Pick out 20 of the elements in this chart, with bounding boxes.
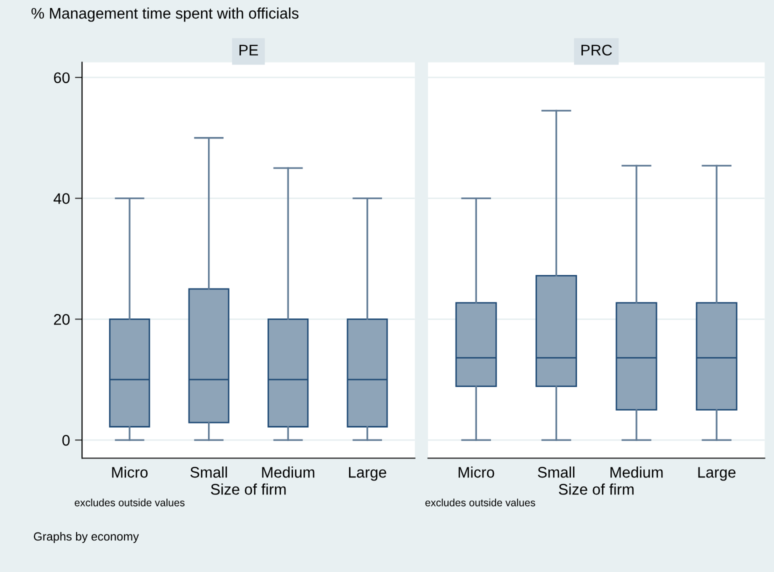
y-tick-label: 60 bbox=[54, 72, 70, 84]
chart-title: PRC bbox=[581, 44, 612, 56]
x-tick-label: Large bbox=[698, 467, 736, 481]
x-tick-label: Micro bbox=[112, 466, 148, 478]
y-tick-label: 40 bbox=[54, 193, 70, 204]
y-tick-label: 20 bbox=[54, 314, 70, 325]
y-axis-title: % Management time spent with officials bbox=[32, 7, 298, 22]
x-tick-label: Large bbox=[349, 467, 386, 481]
text: excludes outside values bbox=[425, 498, 536, 506]
x-axis-title: Size of firm bbox=[558, 484, 634, 495]
chart-title: PE bbox=[240, 44, 258, 56]
y-tick-label: 0 bbox=[62, 434, 70, 446]
x-tick-label: Small bbox=[538, 466, 574, 478]
text: Graphs by economy bbox=[34, 532, 139, 543]
x-tick-label: Micro bbox=[458, 466, 494, 478]
x-tick-label: Medium bbox=[262, 466, 314, 478]
text: excludes outside values bbox=[74, 498, 185, 506]
x-tick-label: Medium bbox=[610, 466, 663, 478]
x-axis-title: Size of firm bbox=[210, 484, 286, 495]
x-tick-label: Small bbox=[190, 466, 227, 478]
